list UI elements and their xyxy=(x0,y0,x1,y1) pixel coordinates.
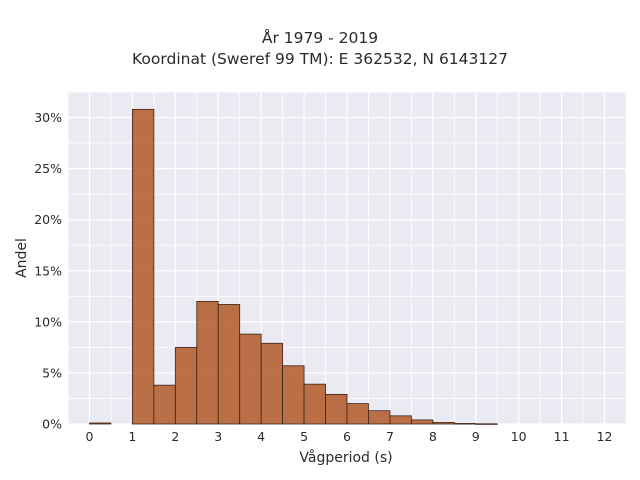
x-tick-label: 1 xyxy=(128,429,136,444)
histogram-bar xyxy=(432,422,455,425)
y-tick-label: 25% xyxy=(34,161,62,176)
y-axis-label: Andel xyxy=(14,238,30,278)
histogram-bar xyxy=(475,423,498,425)
histogram-bar xyxy=(217,304,241,425)
histogram-bar xyxy=(89,422,112,425)
x-tick-label: 10 xyxy=(511,429,527,444)
x-tick-label: 4 xyxy=(257,429,265,444)
y-tick-label: 30% xyxy=(34,110,62,125)
histogram-bar xyxy=(153,384,176,425)
x-tick-label: 12 xyxy=(597,429,613,444)
histogram-bar xyxy=(239,333,262,425)
chart-subtitle: Koordinat (Sweref 99 TM): E 362532, N 61… xyxy=(132,50,508,68)
histogram-bar xyxy=(346,403,369,425)
x-tick-label: 0 xyxy=(85,429,93,444)
x-tick-label: 11 xyxy=(554,429,570,444)
histogram-bar xyxy=(282,365,305,425)
histogram-bar xyxy=(368,410,391,425)
histogram-bar xyxy=(131,108,155,425)
x-axis-label: Vågperiod (s) xyxy=(299,449,392,466)
bars xyxy=(89,108,498,425)
x-tick-label: 8 xyxy=(429,429,437,444)
histogram-bar xyxy=(260,342,284,425)
histogram-bar xyxy=(453,423,477,425)
x-tick-label: 5 xyxy=(300,429,308,444)
histogram-bar xyxy=(410,419,434,425)
x-tick-label: 3 xyxy=(214,429,222,444)
histogram-bar xyxy=(196,301,219,425)
histogram-bar xyxy=(303,383,326,425)
y-tick-label: 5% xyxy=(42,365,62,380)
y-axis-ticks: 0% 5% 10% 15% 20% 25% 30% xyxy=(34,110,62,431)
x-tick-label: 7 xyxy=(386,429,394,444)
x-tick-label: 2 xyxy=(171,429,179,444)
y-tick-label: 0% xyxy=(42,417,62,432)
y-tick-label: 10% xyxy=(34,314,62,329)
chart-title: År 1979 - 2019 xyxy=(261,29,379,47)
x-tick-label: 9 xyxy=(472,429,480,444)
histogram-bar xyxy=(174,346,198,425)
y-tick-label: 15% xyxy=(34,263,62,278)
x-tick-label: 6 xyxy=(343,429,351,444)
histogram-bar xyxy=(389,415,412,425)
histogram-bar xyxy=(325,393,348,425)
x-axis-ticks: 0 1 2 3 4 5 6 7 8 9 10 11 12 xyxy=(85,429,612,444)
y-tick-label: 20% xyxy=(34,212,62,227)
